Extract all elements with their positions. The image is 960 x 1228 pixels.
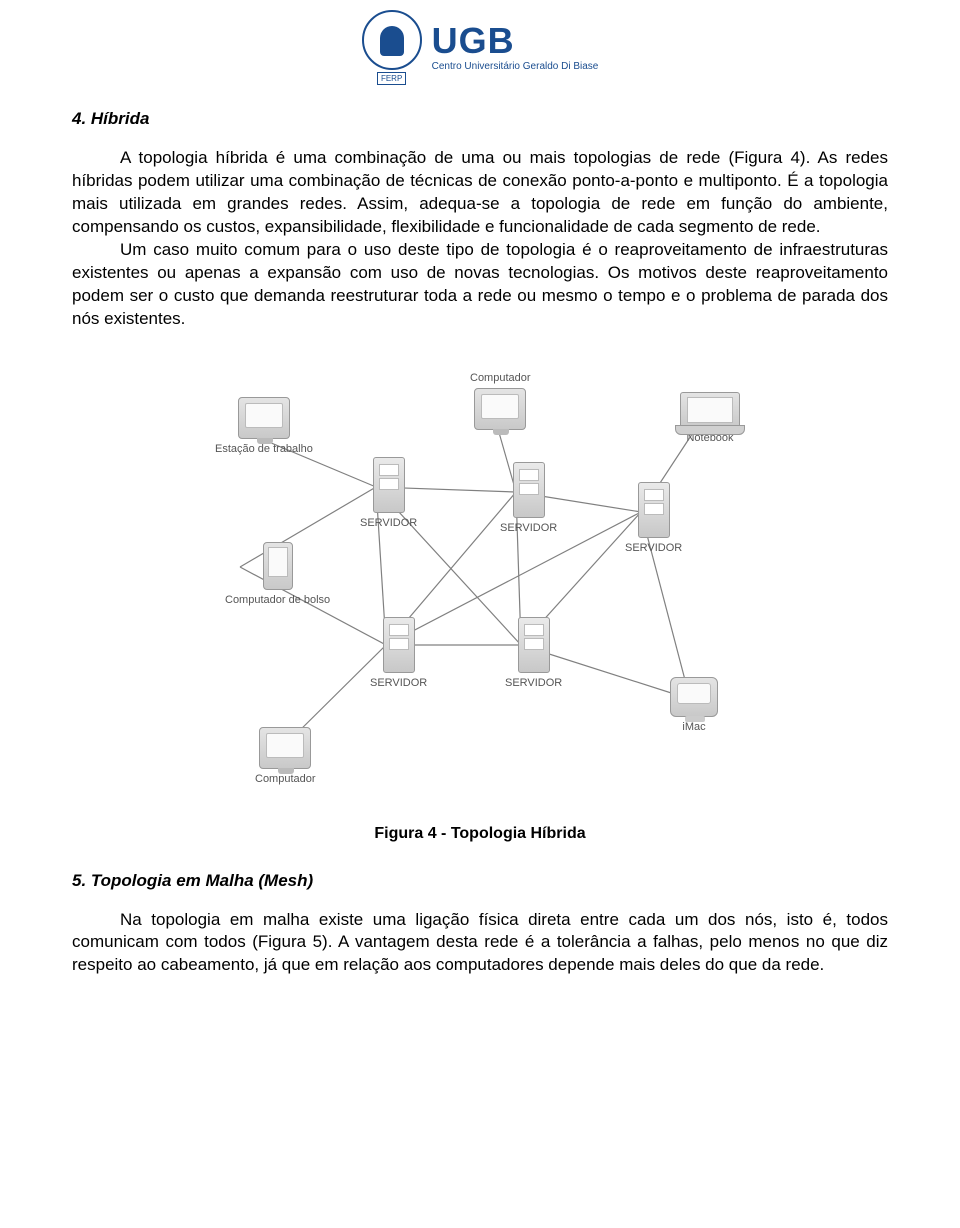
diagram-node-nb: Notebook xyxy=(680,392,740,444)
tower-icon xyxy=(518,617,550,673)
diagram-node-pda: Computador de bolso xyxy=(225,542,330,606)
diagram-node-label: SERVIDOR xyxy=(625,542,682,554)
diagram-node-label: iMac xyxy=(682,721,705,733)
diagram-node-label: SERVIDOR xyxy=(500,522,557,534)
diagram-node-label: Computador xyxy=(255,773,316,785)
diagram-node-comp2: Computador xyxy=(255,727,316,785)
diagram-node-comp1: Computador xyxy=(470,372,531,430)
monitor-icon xyxy=(474,388,526,430)
diagram-node-imac: iMac xyxy=(670,677,718,733)
tower-icon xyxy=(513,462,545,518)
section-5-heading: 5. Topologia em Malha (Mesh) xyxy=(72,871,888,891)
diagram-node-label: Computador xyxy=(470,372,531,384)
tower-icon xyxy=(373,457,405,513)
section-4-paragraph-2: Um caso muito comum para o uso deste tip… xyxy=(72,239,888,331)
tower-icon xyxy=(383,617,415,673)
figure-4-diagram: Estação de trabalho Computador Notebook SER… xyxy=(170,367,790,807)
diagram-node-srv2: SERVIDOR xyxy=(500,462,557,534)
diagram-node-label: SERVIDOR xyxy=(370,677,427,689)
laptop-icon xyxy=(680,392,740,428)
section-5-paragraph-1: Na topologia em malha existe uma ligação… xyxy=(72,909,888,978)
logo-subtitle: Centro Universitário Geraldo Di Biase xyxy=(432,62,599,72)
imac-icon xyxy=(670,677,718,717)
logo-seal-icon xyxy=(362,10,422,70)
figure-4-caption: Figura 4 - Topologia Híbrida xyxy=(72,825,888,843)
pda-icon xyxy=(263,542,293,590)
diagram-node-srv1: SERVIDOR xyxy=(360,457,417,529)
diagram-node-label: SERVIDOR xyxy=(360,517,417,529)
diagram-node-srv3: SERVIDOR xyxy=(625,482,682,554)
logo-ferp: FERP xyxy=(377,72,406,85)
diagram-node-label: Estação de trabalho xyxy=(215,443,313,455)
logo-acronym: UGB xyxy=(432,23,599,59)
diagram-node-label: SERVIDOR xyxy=(505,677,562,689)
monitor-icon xyxy=(259,727,311,769)
header-logo: FERP UGB Centro Universitário Geraldo Di… xyxy=(330,10,630,85)
tower-icon xyxy=(638,482,670,538)
section-4-paragraph-1: A topologia híbrida é uma combinação de … xyxy=(72,147,888,239)
diagram-node-srv5: SERVIDOR xyxy=(505,617,562,689)
monitor-icon xyxy=(238,397,290,439)
diagram-node-srv4: SERVIDOR xyxy=(370,617,427,689)
section-4-heading: 4. Híbrida xyxy=(72,109,888,129)
diagram-node-label: Computador de bolso xyxy=(225,594,330,606)
diagram-node-ws: Estação de trabalho xyxy=(215,397,313,455)
